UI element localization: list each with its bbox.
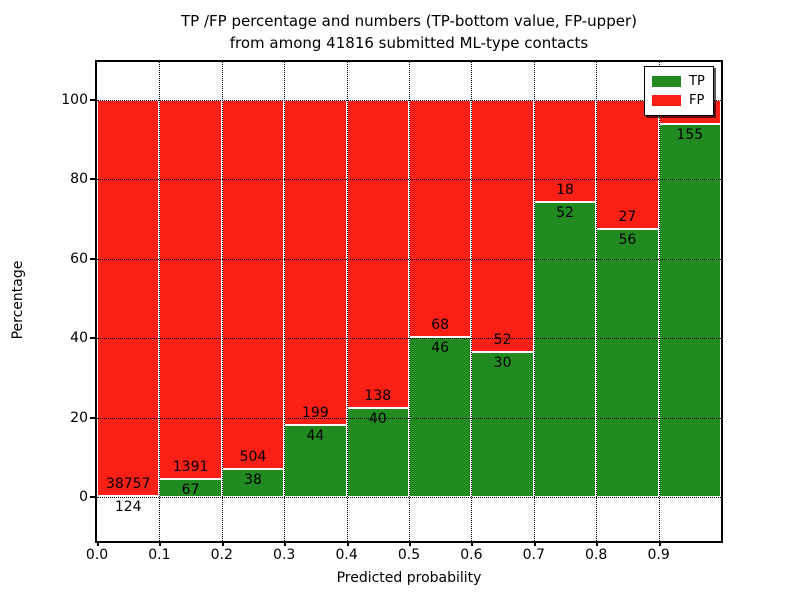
y-tick-label: 80 bbox=[70, 171, 88, 188]
vertical-gridline bbox=[409, 62, 410, 541]
bar-segment-fp bbox=[409, 100, 472, 337]
y-tick-label: 60 bbox=[70, 250, 88, 267]
legend-label-tp: TP bbox=[689, 74, 705, 89]
tp-count-label: 124 bbox=[114, 498, 142, 515]
x-tick-label: 0.1 bbox=[148, 547, 171, 563]
tp-count-label: 38 bbox=[244, 472, 262, 489]
legend-item-tp: TP bbox=[652, 72, 706, 91]
x-axis-tick bbox=[159, 541, 162, 546]
bar-segment-tp bbox=[284, 425, 347, 497]
chart-title-line1: TP /FP percentage and numbers (TP-bottom… bbox=[181, 12, 637, 30]
tp-count-label: 52 bbox=[556, 205, 574, 222]
x-tick-label: 0.9 bbox=[647, 547, 670, 563]
bar-segment-tp bbox=[533, 202, 597, 497]
horizontal-gridline bbox=[97, 497, 721, 498]
x-tick-label: 0.6 bbox=[460, 547, 483, 563]
x-axis-tick bbox=[97, 541, 99, 546]
vertical-gridline bbox=[159, 62, 161, 541]
x-tick-label: 0.8 bbox=[585, 547, 608, 563]
fp-count-label: 52 bbox=[493, 331, 512, 348]
fp-count-label: 38757 bbox=[105, 475, 151, 492]
vertical-gridline bbox=[471, 62, 473, 541]
x-axis-tick bbox=[409, 541, 411, 546]
fp-swatch-icon bbox=[652, 95, 681, 106]
y-axis-tick bbox=[90, 178, 95, 181]
vertical-gridline bbox=[533, 62, 535, 541]
chart-title-line2: from among 41816 submitted ML-type conta… bbox=[229, 34, 589, 52]
tp-count-label: 56 bbox=[618, 232, 637, 249]
tp-count-label: 30 bbox=[493, 354, 512, 371]
x-tick-label: 0.2 bbox=[210, 547, 233, 563]
fp-count-label: 1391 bbox=[172, 458, 209, 475]
horizontal-gridline bbox=[97, 258, 721, 260]
fp-count-label: 199 bbox=[302, 405, 329, 422]
horizontal-gridline bbox=[97, 338, 721, 340]
tp-count-label: 46 bbox=[431, 339, 450, 356]
y-tick-label: 40 bbox=[70, 330, 88, 347]
bar-segment-fp bbox=[471, 100, 534, 352]
vertical-gridline bbox=[284, 62, 286, 541]
vertical-gridline bbox=[346, 62, 348, 541]
bar-segment-tp bbox=[471, 351, 534, 497]
bar-segment-fp bbox=[97, 100, 160, 496]
tp-swatch-icon bbox=[652, 76, 681, 87]
legend-label-fp: FP bbox=[689, 93, 705, 108]
tp-count-label: 44 bbox=[306, 428, 325, 445]
y-axis-label: Percentage bbox=[10, 260, 26, 340]
plot-frame: 38757 124 1391 67 504 38 199 44 138 40 68 46 52 30 18 5… bbox=[95, 60, 723, 543]
bar-segment-tp bbox=[221, 469, 285, 497]
bar-segment-tp bbox=[596, 229, 659, 497]
y-axis-tick bbox=[90, 99, 95, 101]
vertical-gridline bbox=[658, 62, 660, 541]
legend: TP FP bbox=[644, 66, 714, 116]
tp-count-label: 40 bbox=[368, 410, 387, 427]
x-tick-label: 0.7 bbox=[522, 547, 545, 563]
x-axis-tick bbox=[471, 541, 474, 546]
bar-segment-fp bbox=[221, 100, 285, 470]
vertical-gridline bbox=[221, 62, 223, 541]
fp-count-label: 138 bbox=[364, 387, 392, 404]
x-axis-tick bbox=[533, 541, 536, 546]
vertical-gridline bbox=[596, 62, 598, 541]
legend-item-fp: FP bbox=[652, 91, 706, 110]
horizontal-gridline bbox=[97, 417, 721, 419]
x-axis-tick bbox=[658, 541, 661, 546]
x-tick-label: 0.3 bbox=[273, 547, 296, 563]
x-axis-tick bbox=[596, 541, 599, 546]
y-tick-label: 100 bbox=[61, 92, 88, 108]
fp-count-label: 504 bbox=[239, 449, 267, 466]
tp-count-label: 155 bbox=[676, 127, 704, 144]
tp-count-label: 67 bbox=[181, 481, 200, 498]
x-tick-label: 0.5 bbox=[397, 547, 421, 563]
y-tick-label: 20 bbox=[70, 409, 88, 426]
fp-count-label: 18 bbox=[556, 182, 574, 199]
x-axis-tick bbox=[284, 541, 287, 546]
y-axis-tick bbox=[90, 257, 95, 260]
horizontal-gridline bbox=[97, 179, 721, 181]
fp-count-label: 68 bbox=[431, 316, 450, 333]
x-axis-tick bbox=[221, 541, 224, 546]
y-tick-label: 0 bbox=[79, 489, 88, 505]
horizontal-gridline bbox=[97, 100, 721, 101]
x-axis-label: Predicted probability bbox=[336, 570, 482, 586]
fp-count-label: 27 bbox=[618, 209, 637, 226]
y-axis-tick bbox=[90, 496, 95, 498]
bar-segment-fp bbox=[159, 100, 222, 479]
plot-area: 38757 124 1391 67 504 38 199 44 138 40 68 46 52 30 18 5… bbox=[97, 62, 721, 541]
x-axis-tick bbox=[346, 541, 349, 546]
bar-segment-tp bbox=[658, 124, 721, 497]
bar-segment-fp bbox=[284, 100, 347, 426]
x-tick-label: 0.0 bbox=[85, 547, 109, 563]
y-axis-tick bbox=[90, 337, 95, 340]
x-tick-label: 0.4 bbox=[335, 547, 358, 563]
chart-title: TP /FP percentage and numbers (TP-bottom… bbox=[97, 10, 721, 54]
bar-segment-fp bbox=[346, 100, 409, 408]
y-axis-tick bbox=[90, 416, 95, 419]
